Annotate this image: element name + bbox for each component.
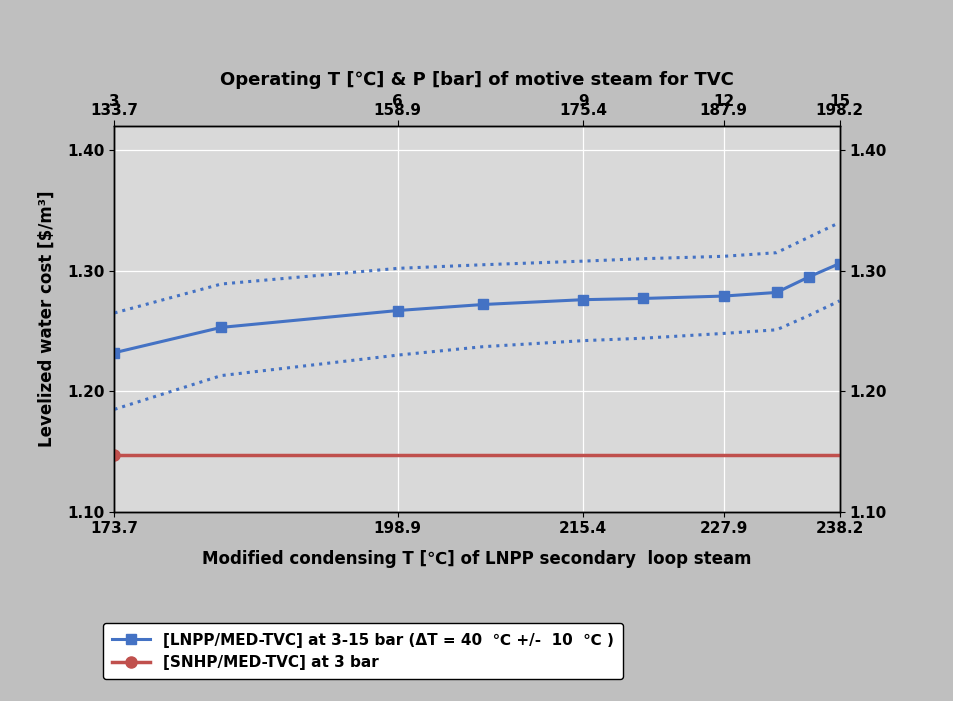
Legend: [LNPP/MED-TVC] at 3-15 bar (ΔT = 40  ℃ +/-  10  ℃ ), [SNHP/MED-TVC] at 3 bar: [LNPP/MED-TVC] at 3-15 bar (ΔT = 40 ℃ +/…	[103, 623, 622, 679]
Text: 15: 15	[828, 94, 849, 109]
Text: 12: 12	[712, 94, 734, 109]
Text: 9: 9	[578, 94, 588, 109]
Title: Operating T [℃] & P [bar] of motive steam for TVC: Operating T [℃] & P [bar] of motive stea…	[220, 71, 733, 88]
Text: 3: 3	[109, 94, 120, 109]
Text: 6: 6	[392, 94, 403, 109]
X-axis label: Modified condensing T [℃] of LNPP secondary  loop steam: Modified condensing T [℃] of LNPP second…	[202, 550, 751, 569]
Y-axis label: Levelized water cost [$/m³]: Levelized water cost [$/m³]	[38, 191, 56, 447]
